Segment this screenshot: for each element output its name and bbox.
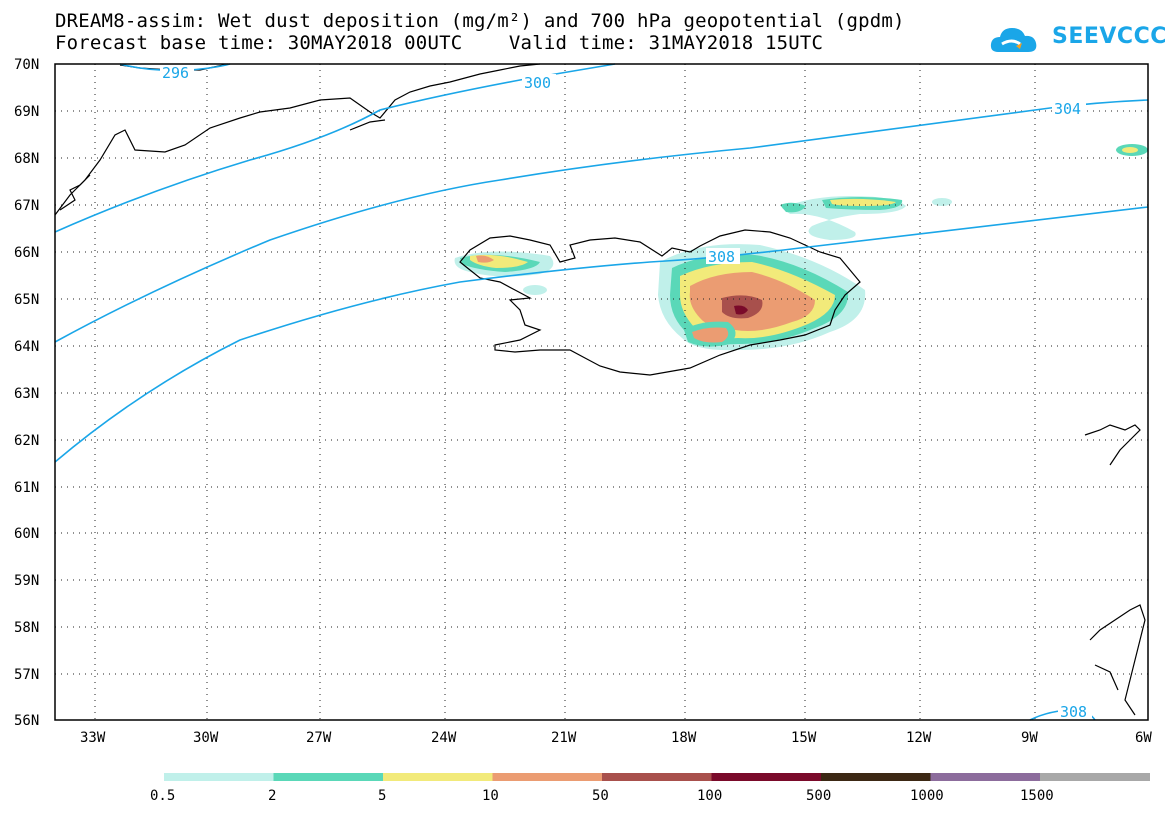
map-frame [54,63,1149,721]
dust-deposition-field [454,144,1148,351]
legend-label: 100 [697,788,722,804]
lat-label: 68N [14,151,39,167]
logo-text: SEEVCCC [1052,24,1167,49]
contour-label: 308 [708,248,735,266]
lat-label: 66N [14,245,39,261]
legend-swatch [602,773,712,781]
latitude-labels: 70N 69N 68N 67N 66N 65N 64N 63N 62N 61N … [14,57,39,729]
lat-label: 57N [14,667,39,683]
lat-label: 69N [14,104,39,120]
contour-label: 304 [1054,100,1081,118]
longitude-labels: 33W 30W 27W 24W 21W 18W 15W 12W 9W 6W [80,730,1152,746]
lat-label: 70N [14,57,39,73]
lat-gridlines [55,110,1148,675]
map-title: DREAM8-assim: Wet dust deposition (mg/m²… [55,10,905,32]
lat-label: 62N [14,433,39,449]
cloud-icon [990,28,1037,52]
lon-label: 30W [193,730,219,746]
lat-label: 64N [14,339,39,355]
lat-label: 60N [14,526,39,542]
legend-label: 50 [592,788,609,804]
legend-swatch [164,773,274,781]
coastlines [54,63,1146,716]
lat-label: 65N [14,292,39,308]
lat-label: 61N [14,480,39,496]
contour-label: 300 [524,74,551,92]
contour-labels: 296 300 304 308 308 [160,64,1092,721]
lon-label: 18W [671,730,697,746]
legend-swatch [273,773,384,781]
lon-gridlines [94,64,1036,720]
legend-swatch [383,773,493,781]
legend-swatch [711,773,822,781]
legend-swatch [821,773,931,781]
lon-label: 6W [1135,730,1152,746]
forecast-time-line: Forecast base time: 30MAY2018 00UTC Vali… [55,32,824,54]
legend-label: 1500 [1020,788,1054,804]
legend-label: 1000 [910,788,944,804]
lat-label: 67N [14,198,39,214]
legend-swatch [1040,773,1150,781]
legend-label: 10 [482,788,499,804]
legend-label: 500 [806,788,831,804]
legend-labels: 0.5 2 5 10 50 100 500 1000 1500 [150,788,1054,804]
lat-label: 59N [14,573,39,589]
lon-label: 33W [80,730,106,746]
color-legend [164,773,1150,781]
legend-swatch [492,773,603,781]
seevccc-logo [990,28,1037,52]
lon-label: 12W [906,730,932,746]
lon-label: 15W [791,730,817,746]
legend-label: 0.5 [150,788,175,804]
legend-label: 2 [268,788,276,804]
legend-label: 5 [378,788,386,804]
lon-label: 21W [551,730,577,746]
contour-label: 296 [162,64,189,82]
lat-label: 56N [14,713,39,729]
lon-label: 27W [306,730,332,746]
lat-label: 63N [14,386,39,402]
contour-label: 308 [1060,703,1087,721]
legend-swatch [930,773,1041,781]
lat-label: 58N [14,620,39,636]
geopotential-contours [54,63,1149,721]
lon-label: 9W [1021,730,1038,746]
lon-label: 24W [431,730,457,746]
